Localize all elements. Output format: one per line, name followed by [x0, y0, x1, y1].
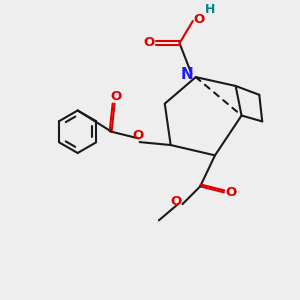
Text: O: O: [170, 195, 182, 208]
Text: O: O: [225, 186, 236, 199]
Text: O: O: [143, 36, 155, 49]
Text: O: O: [111, 90, 122, 103]
Text: N: N: [181, 67, 193, 82]
Text: O: O: [194, 13, 205, 26]
Text: O: O: [133, 129, 144, 142]
Text: H: H: [206, 3, 216, 16]
